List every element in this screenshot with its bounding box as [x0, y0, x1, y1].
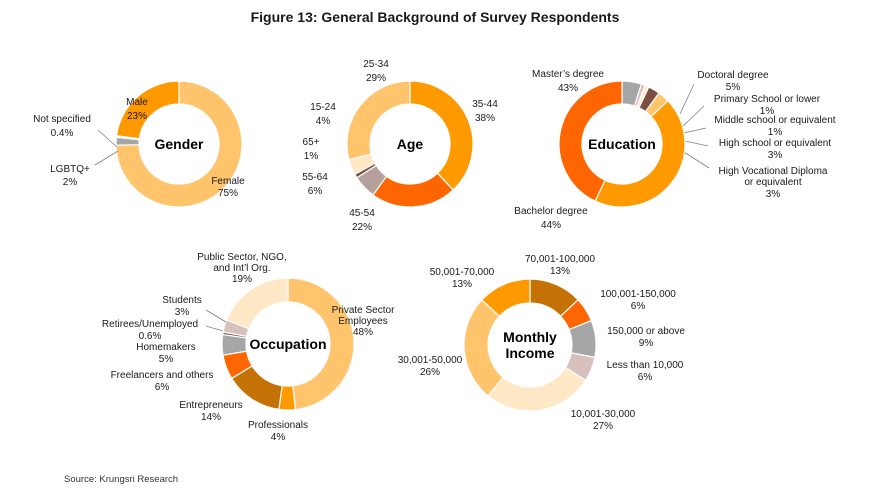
slice-label-less-than-10-000: Less than 10,000: [607, 360, 684, 371]
slice-label-doctoral-degree: Doctoral degree: [697, 70, 769, 81]
slice-value-35-44: 38%: [475, 113, 495, 124]
slice-label-100-001-150-000: 100,001-150,000: [600, 289, 676, 300]
slice-value-150-000-or-above: 9%: [639, 338, 654, 349]
slice-value-middle-school-or-equivalent: 1%: [768, 127, 783, 138]
slice-label-15-24: 15-24: [310, 102, 336, 113]
leader-line: [684, 140, 709, 147]
center-label-age: Age: [397, 136, 424, 152]
leader-line: [679, 83, 695, 115]
leader-line: [97, 129, 118, 148]
slice-public-sector-ngo-and-int-l-org: [225, 277, 289, 330]
source-note: Source: Krungsri Research: [64, 474, 179, 485]
slice-master-s-degree: [558, 80, 623, 202]
slice-label-freelancers-and-others: Freelancers and others: [111, 370, 214, 381]
slice-label-public-sector-ngo-and-int-l-org: Public Sector, NGO, and Int’l Org.: [197, 252, 286, 274]
leader-line: [682, 105, 705, 127]
leader-line: [683, 151, 710, 169]
donut-age: 35-44 38% 45-54 22% 55-64 6% 65+ 1% 15-24 4% 25-34…: [302, 59, 498, 233]
slice-label-master-s-degree: Master’s degree: [532, 69, 604, 80]
center-label-gender: Gender: [154, 136, 204, 152]
slice-value-male: 23%: [127, 111, 147, 122]
slice-label-not-specified: Not specified: [33, 114, 91, 125]
center-label-monthly-income: Monthly Income: [503, 329, 557, 361]
slice-value-70-001-100-000: 13%: [550, 266, 570, 277]
slice-value-bachelor-degree: 44%: [541, 220, 561, 231]
slice-value-entrepreneurs: 14%: [201, 412, 221, 423]
slice-label-high-vocational-diploma-or-equivalent: High Vocational Diploma or equivalent: [719, 166, 828, 188]
slice-value-students: 3%: [175, 307, 190, 318]
slice-private-sector-employees: [287, 277, 355, 411]
slice-label-retirees-unemployed: Retirees/Unemployed: [102, 319, 198, 330]
slice-label-45-54: 45-54: [349, 208, 375, 219]
slice-value-homemakers: 5%: [159, 354, 174, 365]
slice-value-100-001-150-000: 6%: [631, 301, 646, 312]
slice-label-30-001-50-000: 30,001-50,000: [398, 355, 463, 366]
slice-value-private-sector-employees: 48%: [353, 327, 373, 338]
slice-value-high-school-or-equivalent: 3%: [768, 150, 783, 161]
slice-label-150-000-or-above: 150,000 or above: [607, 326, 685, 337]
slice-value-45-54: 22%: [352, 222, 372, 233]
donut-monthly-income: 70,001-100,00013%100,001-150,0006%150,00…: [398, 254, 686, 432]
slice-value-30-001-50-000: 26%: [420, 367, 440, 378]
slice-label-male: Male: [126, 97, 148, 108]
slice-label-high-school-or-equivalent: High school or equivalent: [719, 138, 832, 149]
leader-line: [205, 309, 227, 323]
slice-value-primary-school-or-lower: 1%: [760, 106, 775, 117]
slice-label-50-001-70-000: 50,001-70,000: [430, 267, 495, 278]
slice-value-55-64: 6%: [308, 186, 323, 197]
slice-label-10-001-30-000: 10,001-30,000: [571, 409, 636, 420]
slice-label-65: 65+: [303, 137, 320, 148]
slice-value-10-001-30-000: 27%: [593, 421, 613, 432]
slice-50-001-70-000: [481, 278, 531, 318]
slice-label-25-34: 25-34: [363, 59, 389, 70]
slice-value-not-specified: 0.4%: [51, 128, 74, 139]
slice-bachelor-degree: [594, 100, 686, 208]
slice-label-55-64: 55-64: [302, 172, 328, 183]
slice-value-high-vocational-diploma-or-equivalent: 3%: [766, 189, 781, 200]
slice-male: [115, 80, 180, 140]
slice-label-bachelor-degree: Bachelor degree: [514, 206, 588, 217]
slice-value-65: 1%: [304, 151, 319, 162]
slice-value-25-34: 29%: [366, 73, 386, 84]
slice-value-doctoral-degree: 5%: [726, 82, 741, 93]
slice-value-master-s-degree: 43%: [558, 83, 578, 94]
leader-line: [205, 325, 224, 332]
slice-value-less-than-10-000: 6%: [638, 372, 653, 383]
slice-label-35-44: 35-44: [472, 99, 498, 110]
figure-title: Figure 13: General Background of Survey …: [250, 9, 620, 25]
slice-value-professionals: 4%: [271, 432, 286, 443]
slice-value-lgbtq: 2%: [63, 177, 78, 188]
slice-25-34: [346, 80, 411, 161]
center-label-education: Education: [588, 136, 656, 152]
slice-label-middle-school-or-equivalent: Middle school or equivalent: [714, 115, 835, 126]
slice-value-50-001-70-000: 13%: [452, 279, 472, 290]
leader-line: [94, 150, 119, 166]
slice-value-freelancers-and-others: 6%: [155, 382, 170, 393]
center-label-occupation: Occupation: [249, 336, 326, 352]
slice-label-70-001-100-000: 70,001-100,000: [525, 254, 596, 265]
leader-line: [683, 127, 707, 134]
slice-label-homemakers: Homemakers: [136, 342, 195, 353]
slice-label-students: Students: [162, 295, 201, 306]
slice-10-001-30-000: [487, 366, 587, 412]
slice-label-entrepreneurs: Entrepreneurs: [179, 400, 242, 411]
slice-label-primary-school-or-lower: Primary School or lower: [714, 94, 821, 105]
slice-label-professionals: Professionals: [248, 420, 308, 431]
slice-value-15-24: 4%: [316, 116, 331, 127]
slice-value-public-sector-ngo-and-int-l-org: 19%: [232, 274, 252, 285]
slice-label-female: Female: [211, 176, 245, 187]
slice-value-female: 75%: [218, 188, 238, 199]
slice-value-retirees-unemployed: 0.6%: [139, 331, 162, 342]
slice-female: [115, 80, 243, 208]
slice-label-private-sector-employees: Private Sector Employees: [332, 305, 395, 327]
slice-label-lgbtq: LGBTQ+: [50, 164, 90, 175]
